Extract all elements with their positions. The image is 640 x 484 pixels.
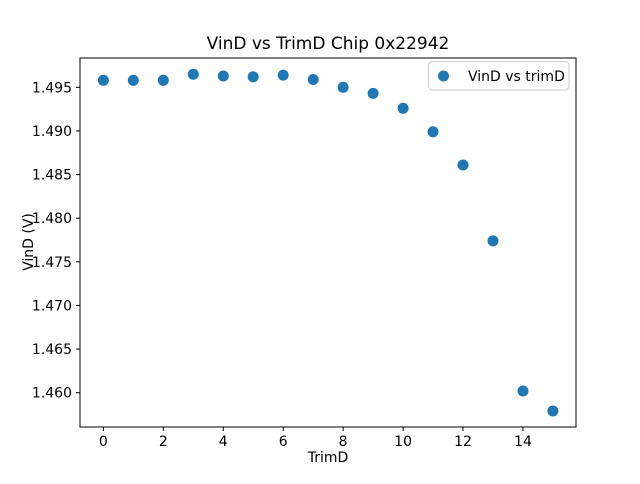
- data-point: [187, 68, 199, 80]
- data-point: [217, 70, 229, 82]
- axes-frame: [79, 57, 577, 428]
- chart-title: VinD vs TrimD Chip 0x22942: [207, 34, 450, 54]
- x-tick-label: 4: [219, 434, 228, 450]
- data-point: [487, 235, 499, 247]
- data-point: [457, 159, 469, 171]
- legend-box: [428, 61, 570, 91]
- data-point: [367, 87, 379, 99]
- data-point: [427, 126, 439, 138]
- x-tick-label: 0: [99, 434, 108, 450]
- y-tick-label: 1.495: [32, 80, 72, 96]
- data-point: [97, 74, 109, 86]
- data-point: [127, 74, 139, 86]
- data-point: [277, 69, 289, 81]
- data-point: [307, 74, 319, 85]
- data-point: [337, 81, 349, 93]
- y-tick-label: 1.475: [32, 255, 72, 271]
- y-tick-label: 1.470: [32, 298, 72, 314]
- data-point: [397, 102, 409, 114]
- data-point: [517, 385, 529, 397]
- axes-layer: 0 2 4 6 8 10 12 14 1.460 1.465 1.470 1.475 1.480 1.48…: [32, 57, 577, 450]
- y-tick-label: 1.485: [32, 168, 72, 184]
- x-tick-label: 6: [279, 434, 288, 450]
- legend-label: VinD vs trimD: [468, 69, 565, 85]
- x-tick-label: 14: [514, 434, 532, 450]
- legend-marker-icon: [438, 70, 449, 82]
- y-tick-label: 1.460: [32, 386, 72, 402]
- x-tick-label: 8: [339, 434, 348, 450]
- x-tick-label: 10: [394, 434, 412, 450]
- data-point: [247, 71, 259, 83]
- x-axis-label: TrimD: [307, 450, 349, 466]
- y-axis-label: VinD (V): [21, 213, 37, 271]
- data-point: [157, 74, 169, 86]
- x-tick-label: 2: [159, 434, 168, 450]
- data-point: [547, 405, 559, 417]
- x-tick-label: 12: [454, 434, 472, 450]
- legend: VinD vs trimD: [428, 61, 570, 91]
- y-tick-label: 1.465: [32, 342, 72, 358]
- y-tick-label: 1.490: [32, 124, 72, 140]
- y-tick-label: 1.480: [32, 211, 72, 227]
